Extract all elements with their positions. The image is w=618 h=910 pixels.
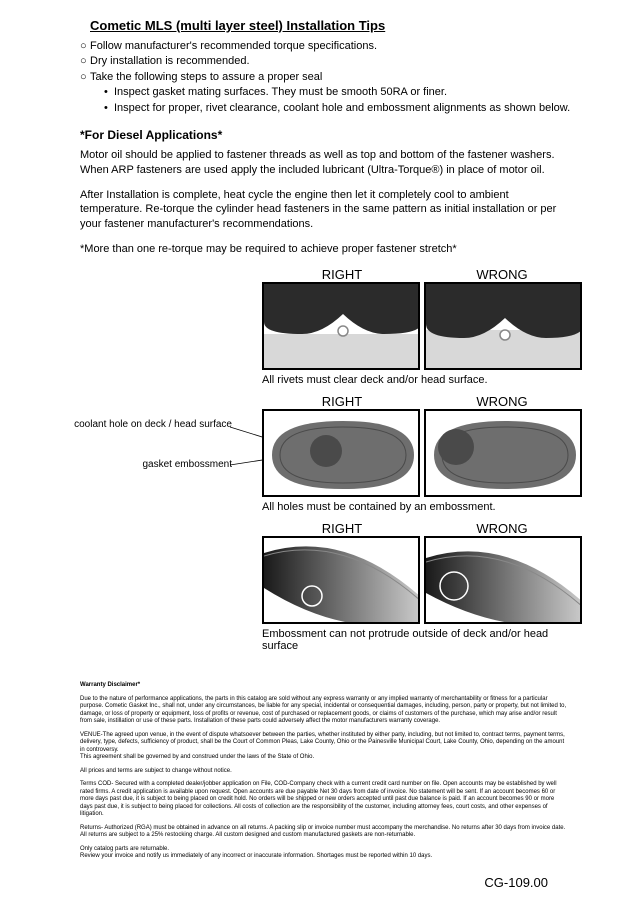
diagram-caption: All rivets must clear deck and/or head s… — [262, 374, 588, 386]
page-title: Cometic MLS (multi layer steel) Installa… — [90, 18, 588, 33]
disclaimer-header: Warranty Disclaimer* — [80, 682, 568, 690]
paragraph: *More than one re-torque may be required… — [80, 242, 568, 257]
bullet-item: Follow manufacturer's recommended torque… — [90, 39, 377, 54]
page-number: CG-109.00 — [30, 875, 548, 890]
disclaimer-para: Review your invoice and notify us immedi… — [80, 853, 432, 859]
bullet-item: Take the following steps to assure a pro… — [90, 70, 322, 85]
disclaimer-block: Warranty Disclaimer* Due to the nature o… — [80, 682, 568, 861]
bullet-item: Dry installation is recommended. — [90, 54, 250, 69]
disclaimer-para: Returns- Authorized (RGA) must be obtain… — [80, 825, 568, 840]
diagram-caption: Embossment can not protrude outside of d… — [262, 628, 582, 652]
diagram-rivet-wrong — [424, 282, 582, 370]
right-label: RIGHT — [262, 267, 422, 282]
disclaimer-para: All prices and terms are subject to chan… — [80, 768, 568, 776]
right-label: RIGHT — [262, 394, 422, 409]
diagram-hole-wrong — [424, 409, 582, 497]
disclaimer-para: VENUE-The agreed upon venue, in the even… — [80, 732, 565, 753]
sub-bullet-item: Inspect gasket mating surfaces. They mus… — [114, 85, 447, 100]
disclaimer-para: Due to the nature of performance applica… — [80, 696, 568, 726]
document-page: Cometic MLS (multi layer steel) Installa… — [0, 0, 618, 910]
paragraph: After Installation is complete, heat cyc… — [80, 188, 568, 233]
diagram-section: RIGHT WRONG — [30, 267, 588, 652]
wrong-label: WRONG — [422, 267, 582, 282]
diesel-header: *For Diesel Applications* — [80, 128, 588, 142]
bullet-list: ○Follow manufacturer's recommended torqu… — [80, 39, 588, 116]
wrong-label: WRONG — [422, 521, 582, 536]
diagram-protrude-wrong — [424, 536, 582, 624]
sub-bullet-item: Inspect for proper, rivet clearance, coo… — [114, 101, 570, 116]
paragraph: Motor oil should be applied to fastener … — [80, 148, 568, 178]
wrong-label: WRONG — [422, 394, 582, 409]
diagram-caption: All holes must be contained by an emboss… — [262, 501, 588, 513]
disclaimer-para: This agreement shall be governed by and … — [80, 754, 314, 760]
disclaimer-para: Only catalog parts are returnable. — [80, 846, 169, 852]
diagram-hole-right — [262, 409, 420, 497]
diagram-rivet-right — [262, 282, 420, 370]
diagram-protrude-right — [262, 536, 420, 624]
right-label: RIGHT — [262, 521, 422, 536]
